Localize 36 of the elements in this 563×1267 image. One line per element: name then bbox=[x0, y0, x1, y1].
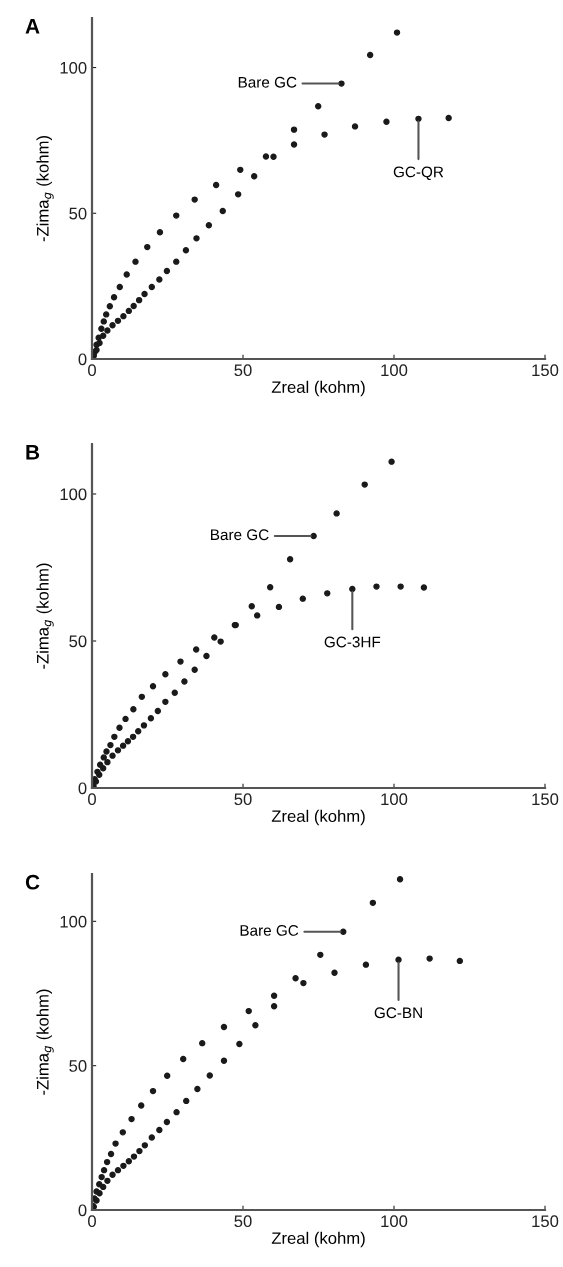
chart-title: C bbox=[25, 874, 40, 890]
x-tick-label: 100 bbox=[381, 1215, 408, 1228]
chart-title: A bbox=[25, 19, 40, 34]
x-axis-title: Zreal (kohm) bbox=[271, 380, 365, 397]
y-axis-title: -Zima$_{g}$ (kohm) bbox=[36, 989, 54, 1095]
annotation: Bare GC bbox=[211, 529, 269, 541]
chart-title: B bbox=[26, 445, 40, 460]
y-tick-label: 50 bbox=[69, 635, 87, 648]
y-tick-label: 0 bbox=[78, 1204, 87, 1217]
x-tick-label: 100 bbox=[381, 364, 408, 377]
annotation: GC-3HF bbox=[324, 636, 381, 648]
x-tick-label: 150 bbox=[532, 1215, 559, 1228]
y-tick-label: 0 bbox=[78, 782, 87, 795]
annotation: Bare GC bbox=[240, 925, 299, 936]
x-tick-label: 0 bbox=[88, 1215, 96, 1228]
y-tick-label: 50 bbox=[69, 1060, 87, 1072]
y-axis-title: -Zima$_{g}$ (kohm) bbox=[36, 563, 54, 669]
y-axis-title: -Zima$_{g}$ (kohm) bbox=[36, 136, 54, 242]
y-tick-label: 100 bbox=[60, 915, 87, 928]
x-axis-title: Zreal (kohm) bbox=[271, 1231, 365, 1248]
y-tick-label: 50 bbox=[69, 207, 87, 220]
y-tick-label: 0 bbox=[78, 353, 87, 366]
x-tick-label: 100 bbox=[381, 793, 408, 806]
annotation: GC-QR bbox=[393, 166, 444, 181]
x-tick-label: 150 bbox=[532, 364, 559, 377]
x-tick-label: 0 bbox=[88, 364, 96, 377]
x-tick-label: 50 bbox=[234, 364, 252, 377]
x-tick-label: 150 bbox=[532, 793, 559, 806]
x-tick-label: 50 bbox=[234, 1215, 252, 1228]
x-tick-label: 0 bbox=[88, 793, 96, 806]
x-axis-title: Zreal (kohm) bbox=[271, 809, 365, 826]
annotation: Bare GC bbox=[238, 76, 297, 88]
annotation: GC-BN bbox=[374, 1007, 422, 1019]
y-tick-label: 100 bbox=[60, 61, 87, 74]
y-tick-label: 100 bbox=[60, 488, 87, 501]
x-tick-label: 50 bbox=[234, 793, 252, 806]
